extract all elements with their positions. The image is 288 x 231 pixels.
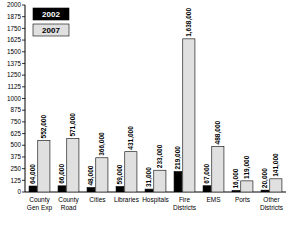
x-tick-label-line: Gen Exp <box>27 204 53 212</box>
y-tick-label: 625 <box>10 130 21 137</box>
bars <box>29 39 282 192</box>
bar <box>183 39 195 192</box>
y-tick <box>22 121 25 122</box>
y-tick-label: 1750 <box>7 25 22 32</box>
bar <box>145 189 153 192</box>
data-label: 141,000 <box>272 153 280 177</box>
y-tick-label: 875 <box>10 106 21 113</box>
y-tick-label: 1625 <box>7 36 22 43</box>
bar <box>87 188 95 192</box>
data-label: 31,000 <box>145 167 153 187</box>
x-tick-label-line: Ports <box>235 196 251 203</box>
data-label: 1,638,000 <box>185 8 193 37</box>
y-tick-label: 1125 <box>7 83 21 90</box>
x-tick-label-line: Other <box>263 196 280 203</box>
bar <box>270 179 282 192</box>
y-tick-label: 125 <box>10 177 21 184</box>
y-tick-label: 375 <box>10 153 21 160</box>
y-tick <box>22 110 25 111</box>
legend-label: 2007 <box>42 26 60 35</box>
bar <box>67 139 79 192</box>
data-label: 571,000 <box>69 113 77 137</box>
data-label: 119,000 <box>243 155 251 179</box>
bar <box>58 186 66 192</box>
y-tick <box>22 156 25 157</box>
y-tick <box>22 98 25 99</box>
y-tick <box>22 5 25 6</box>
y-tick <box>22 40 25 41</box>
y-tick <box>22 75 25 76</box>
y-tick <box>22 145 25 146</box>
y-tick-label: 500 <box>10 141 21 148</box>
data-label: 366,000 <box>98 132 106 156</box>
y-tick-label: 1500 <box>7 48 22 55</box>
data-label: 64,000 <box>29 164 37 184</box>
x-tick-label-line: Districts <box>260 204 284 211</box>
data-label: 20,000 <box>261 168 269 188</box>
chart-svg: 0 125 250 375 500 625 750 875 1000 1125 1250 1375 15… <box>0 0 288 231</box>
chart-container: 0 125 250 375 500 625 750 875 1000 1125 1250 1375 15… <box>0 0 288 231</box>
bar <box>96 158 108 192</box>
legend-swatch <box>33 8 69 20</box>
legend-label: 2002 <box>42 10 60 19</box>
x-tick-label: CountyGen Exp <box>27 196 53 212</box>
bar <box>125 152 137 192</box>
x-tick-label-line: Cities <box>89 196 106 203</box>
data-label: 552,000 <box>40 115 48 139</box>
bar <box>29 186 37 192</box>
x-tick-label: Libraries <box>114 196 140 203</box>
x-tick-label: OtherDistricts <box>260 196 284 211</box>
data-label: 16,000 <box>232 168 240 188</box>
x-tick-label: FireDistricts <box>173 196 197 211</box>
bar <box>154 170 166 192</box>
y-tick-label: 1375 <box>7 60 22 67</box>
y-tick <box>22 28 25 29</box>
bar <box>241 181 253 192</box>
y-tick-label: 1000 <box>7 95 22 102</box>
bar <box>261 190 269 192</box>
y-tick <box>22 168 25 169</box>
y-tick <box>22 63 25 64</box>
bar <box>203 186 211 192</box>
y-tick <box>22 133 25 134</box>
legend: 2002 2007 <box>33 8 69 36</box>
x-tick-label-line: Road <box>61 204 77 211</box>
bar <box>116 186 124 192</box>
data-label: 219,000 <box>174 146 182 170</box>
x-tick-label-line: Libraries <box>114 196 140 203</box>
legend-swatch <box>33 24 69 36</box>
y-tick-label: 2000 <box>7 1 22 8</box>
y-tick-label: 250 <box>10 165 21 172</box>
data-label: 233,000 <box>156 144 164 168</box>
y-tick <box>22 16 25 17</box>
data-labels: 64,000 66,000 48,000 59,000 31,000 219,000 67,… <box>29 8 280 189</box>
x-tick-label: Hospitals <box>142 196 169 204</box>
x-tick-label: Ports <box>235 196 251 203</box>
data-label: 66,000 <box>58 164 66 184</box>
bar <box>174 172 182 192</box>
y-tick <box>22 192 25 193</box>
bar <box>232 191 240 192</box>
data-label: 488,000 <box>214 120 222 144</box>
y-tick <box>22 180 25 181</box>
y-tick-label: 1875 <box>7 13 22 20</box>
bar <box>212 146 224 192</box>
data-label: 67,000 <box>203 163 211 183</box>
data-label: 48,000 <box>87 165 95 185</box>
x-tick-label: Cities <box>89 196 106 203</box>
x-tick-label-line: Hospitals <box>142 196 169 204</box>
data-label: 59,000 <box>116 164 124 184</box>
x-tick-label: CountyRoad <box>58 196 79 211</box>
x-tick-label-line: Districts <box>173 204 197 211</box>
data-label: 431,000 <box>127 126 135 150</box>
y-tick-label: 750 <box>10 118 21 125</box>
x-tick-label-line: EMS <box>206 196 221 203</box>
x-tick-label: EMS <box>206 196 221 203</box>
y-tick <box>22 86 25 87</box>
y-tick-label: 1250 <box>7 71 22 78</box>
x-tick-label-line: Fire <box>179 196 191 203</box>
bar <box>38 140 50 192</box>
y-tick <box>22 51 25 52</box>
y-tick-label: 0 <box>17 188 21 195</box>
